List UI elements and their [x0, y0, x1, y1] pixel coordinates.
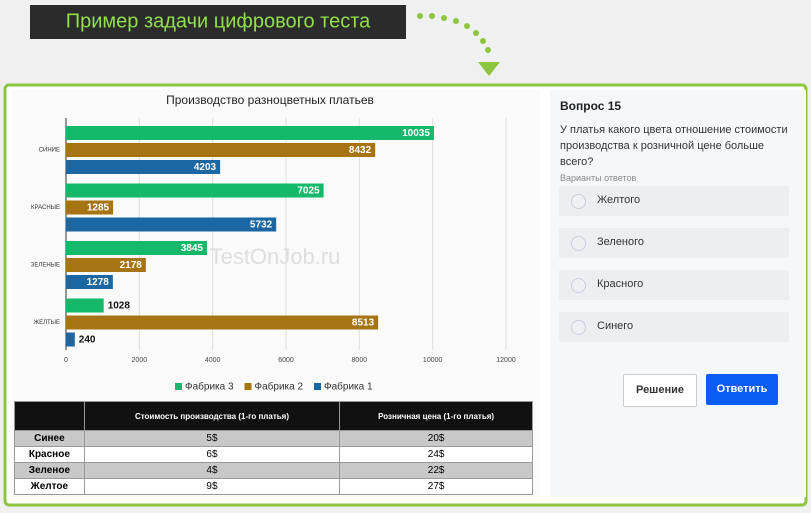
bar	[66, 332, 75, 347]
question-title: Вопрос 15	[560, 99, 622, 113]
bar	[66, 217, 277, 232]
x-tick-label: 8000	[352, 357, 368, 364]
bar	[66, 200, 114, 215]
option[interactable]: Красного	[559, 270, 789, 300]
answer-button[interactable]: Ответить	[706, 374, 778, 405]
bar	[66, 275, 113, 289]
legend-swatch	[175, 383, 182, 390]
bar	[66, 298, 104, 313]
bar	[66, 160, 221, 174]
value-label: 2178	[120, 260, 143, 271]
price-table: Стоимость производства (1-го платья) Розн…	[14, 401, 533, 495]
table-cell: Красное	[14, 446, 85, 463]
x-tick-label: 12000	[496, 357, 516, 364]
bar	[66, 258, 146, 272]
legend-label: Фабрика 2	[255, 381, 304, 393]
bar	[66, 241, 207, 255]
value-label: 1285	[87, 203, 110, 214]
table-cell: 9$	[83, 478, 341, 495]
chart-title: Производство разноцветных платьев	[166, 93, 374, 107]
value-label: 10035	[402, 128, 430, 139]
category-label: ЖЕЛТЫЕ	[34, 320, 60, 326]
table-cell: 20$	[339, 430, 533, 447]
legend-swatch	[244, 383, 252, 390]
bar	[66, 143, 376, 157]
category-label: ЗЕЛЕНЫЕ	[31, 263, 60, 269]
watermark: TestOnJob.ru	[210, 244, 341, 269]
option-label: Красного	[597, 278, 644, 290]
value-label: 8513	[352, 318, 375, 329]
table-cell: Зеленое	[14, 462, 85, 479]
legend-label: Фабрика 1	[324, 381, 373, 393]
value-label: 5732	[250, 220, 273, 231]
table-cell: Желтое	[14, 478, 85, 495]
table-cell: Синее	[14, 430, 85, 447]
table-row: Зеленое 4$ 22$	[14, 462, 533, 479]
option[interactable]: Желтого	[559, 186, 789, 216]
bar	[66, 183, 324, 198]
question-line: производства к розничной цене больше	[560, 140, 765, 152]
category-label: СИНИЕ	[39, 148, 60, 154]
radio[interactable]	[571, 236, 586, 251]
x-tick-label: 0	[64, 357, 68, 364]
value-label: 7025	[297, 186, 320, 197]
table-cell: 5$	[83, 430, 341, 447]
value-label: 3845	[181, 243, 204, 254]
question-text: У платья какого цвета отношение стоимост…	[560, 122, 788, 170]
options-label: Варианты ответов	[560, 173, 637, 183]
header-cell: Стоимость производства (1-го платья)	[83, 401, 341, 431]
table-row: Красное 6$ 24$	[14, 446, 533, 463]
radio[interactable]	[571, 278, 586, 293]
x-tick-label: 2000	[132, 357, 148, 364]
chart: 0 2000 4000 6000 8000 10000 12000 СИНИЕ 10035 843…	[31, 118, 516, 393]
table-cell: 6$	[83, 446, 341, 463]
x-tick-label: 6000	[278, 357, 294, 364]
option-label: Синего	[597, 320, 634, 332]
bar	[66, 315, 379, 330]
question-line: У платья какого цвета отношение стоимост…	[560, 124, 788, 136]
option-label: Желтого	[597, 194, 641, 206]
legend-label: Фабрика 3	[185, 381, 234, 393]
value-label: 240	[79, 335, 96, 346]
table-cell: 22$	[339, 462, 533, 479]
value-label: 8432	[349, 145, 372, 156]
question-panel: Вопрос 15 У платья какого цвета отношени…	[550, 90, 806, 497]
x-tick-label: 10000	[423, 357, 443, 364]
option[interactable]: Зеленого	[559, 228, 789, 258]
value-label: 1028	[108, 301, 131, 312]
option-label: Зеленого	[597, 236, 645, 248]
value-label: 1278	[87, 277, 110, 288]
table-cell: 27$	[339, 478, 533, 495]
table-row: Синее 5$ 20$	[14, 430, 533, 447]
header-row: Стоимость производства (1-го платья) Розн…	[14, 401, 533, 431]
radio[interactable]	[571, 320, 586, 335]
header-cell: Розничная цена (1-го платья)	[339, 401, 533, 431]
legend-swatch	[314, 383, 321, 390]
banner	[30, 5, 406, 39]
bar	[66, 126, 434, 140]
header-cell	[14, 401, 85, 431]
table-cell: 24$	[339, 446, 533, 463]
option[interactable]: Синего	[559, 312, 789, 342]
category-label: КРАСНЫЕ	[31, 205, 60, 211]
dotted-arrow	[417, 13, 500, 76]
question-line: всего?	[560, 156, 594, 168]
x-tick-label: 4000	[205, 357, 221, 364]
value-label: 4203	[194, 162, 217, 173]
solution-button[interactable]: Решение	[623, 374, 697, 407]
banner-title: Пример задачи цифрового теста	[66, 10, 371, 32]
radio[interactable]	[571, 194, 586, 209]
table-row: Желтое 9$ 27$	[14, 478, 533, 495]
table-cell: 4$	[83, 462, 341, 479]
